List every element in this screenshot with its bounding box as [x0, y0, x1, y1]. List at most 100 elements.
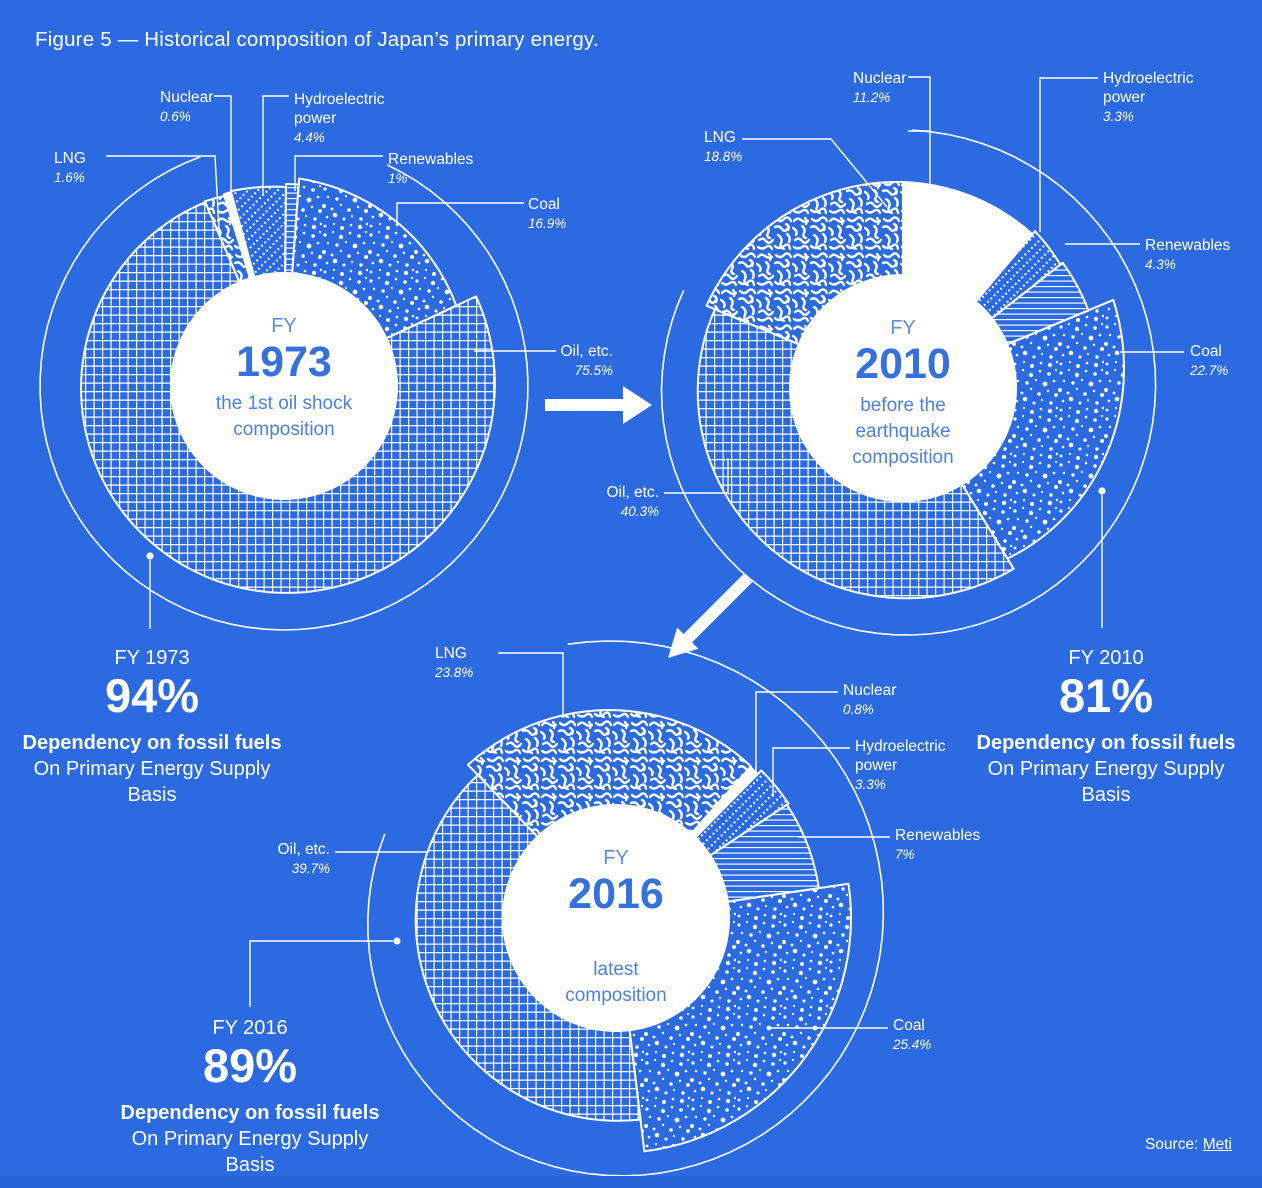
arrow-right-icon — [545, 386, 652, 424]
badge-line: On Primary Energy Supply — [131, 1128, 369, 1150]
label-value: 1.6% — [54, 170, 85, 185]
label-value: 7% — [895, 847, 915, 862]
label-fy1973-oil-etc: Oil, etc. 75.5% — [560, 342, 613, 379]
center-fy-label: FY — [603, 847, 629, 869]
label-name: Oil, etc. — [560, 343, 613, 360]
label-name: LNG — [704, 129, 736, 146]
label-fy2010-lng: LNG 18.8% — [704, 128, 742, 165]
leader-fy2010-hydroelectric-power — [1039, 77, 1098, 232]
label-name: Oil, etc. — [606, 484, 659, 501]
label-value: 39.7% — [291, 861, 330, 876]
arrow-down-left-icon — [668, 573, 753, 658]
source-link[interactable]: Meti — [1202, 1136, 1232, 1153]
outer-arc-fy1973 — [39, 155, 529, 631]
label-name: power — [1103, 89, 1146, 106]
label-fy2010-renewables: Renewables 4.3% — [1145, 236, 1230, 273]
label-value: 0.8% — [843, 702, 874, 717]
badge-fy2010: FY 2010 81% Dependency on fossil fuels On P… — [916, 646, 1262, 808]
figure-title: Figure 5 — Historical composition of Jap… — [35, 28, 599, 51]
label-fy1973-coal: Coal 16.9% — [528, 195, 566, 232]
center-year: 2010 — [855, 340, 951, 388]
label-name: Oil, etc. — [277, 841, 330, 858]
badge-line: Dependency on fossil fuels — [22, 732, 282, 754]
leader-fy1973-nuclear — [214, 95, 232, 197]
badge-percent: 81% — [1058, 669, 1154, 722]
label-value: 40.3% — [620, 504, 659, 519]
center-year: 1973 — [236, 338, 332, 386]
leader-fy1973-lng — [106, 155, 220, 230]
leader-fy2010-oil-etc — [664, 458, 729, 494]
center-subtitle-line: earthquake — [855, 421, 951, 442]
label-value: 3.3% — [855, 777, 886, 792]
label-name: Renewables — [1145, 237, 1231, 254]
center-fy-label: FY — [271, 315, 297, 337]
label-name: Hydroelectric — [855, 738, 946, 755]
outer-arc-fy2010 — [660, 129, 1157, 636]
badge-line: Basis — [1081, 784, 1131, 806]
badge-leader-fy2016 — [249, 940, 393, 1007]
center-subtitle-line: composition — [565, 985, 667, 1006]
leader-fy2016-hydroelectric-power — [772, 747, 850, 797]
label-fy1973-hydroelectric-power: Hydroelectric power 4.4% — [294, 90, 384, 146]
donut-hole-fy1973 — [170, 272, 398, 500]
label-fy1973-nuclear: Nuclear 0.6% — [160, 88, 213, 125]
label-fy1973-lng: LNG 1.6% — [54, 149, 86, 186]
center-year: 2016 — [568, 870, 664, 918]
label-value: 3.3% — [1103, 109, 1134, 124]
label-value: 23.8% — [435, 665, 474, 680]
source-prefix: Source: — [1144, 1136, 1203, 1153]
badge-dot-fy2016 — [393, 937, 401, 945]
label-name: Nuclear — [843, 682, 897, 699]
label-fy2016-oil-etc: Oil, etc. 39.7% — [277, 840, 330, 877]
label-name: power — [855, 757, 898, 774]
label-name: Hydroelectric — [294, 91, 385, 108]
badge-line: On Primary Energy Supply — [987, 758, 1225, 780]
badge-title: FY 2010 — [1068, 647, 1144, 669]
donut-hole-fy2016 — [502, 804, 730, 1032]
label-name: LNG — [54, 150, 86, 167]
label-fy2016-nuclear: Nuclear 0.8% — [843, 681, 896, 718]
label-fy2016-lng: LNG 23.8% — [435, 644, 473, 681]
label-name: Hydroelectric — [1103, 70, 1194, 87]
badge-dot-fy2010 — [1098, 487, 1106, 495]
label-fy2010-hydroelectric-power: Hydroelectric power 3.3% — [1103, 69, 1193, 125]
donut-fy2010 — [696, 181, 1125, 600]
label-fy2016-coal: Coal 25.4% — [893, 1016, 931, 1053]
label-value: 4.4% — [294, 130, 325, 145]
label-value: 25.4% — [893, 1037, 932, 1052]
label-value: 0.6% — [160, 109, 191, 124]
label-name: Coal — [528, 196, 560, 213]
label-name: Nuclear — [853, 70, 907, 87]
label-fy2016-hydroelectric-power: Hydroelectric power 3.3% — [855, 737, 945, 793]
label-value: 16.9% — [528, 216, 567, 231]
label-name: Renewables — [388, 151, 474, 168]
source-note: Source: Meti — [1145, 1136, 1232, 1154]
center-text-fy2010: FY 2010 before the earthquake composition — [788, 318, 1018, 471]
center-subtitle-line: latest — [593, 959, 639, 980]
label-name: Coal — [1190, 343, 1222, 360]
center-subtitle-line: composition — [852, 447, 954, 468]
leader-fy2016-lng — [498, 652, 564, 718]
badge-line: Dependency on fossil fuels — [120, 1102, 380, 1124]
badge-line: Basis — [225, 1154, 275, 1176]
badge-percent: 89% — [202, 1039, 298, 1092]
donut-fy2016 — [414, 709, 852, 1153]
label-value: 75.5% — [574, 363, 613, 378]
transition-arrows — [545, 386, 753, 658]
leader-fy2010-lng — [742, 138, 888, 208]
badge-line: Dependency on fossil fuels — [976, 732, 1236, 754]
leader-fy1973-hydroelectric-power — [262, 95, 289, 196]
outer-arc-fy2016 — [367, 640, 885, 1177]
label-name: power — [294, 110, 337, 127]
leader-fy2010-nuclear — [908, 76, 931, 188]
badge-dot-fy1973 — [146, 552, 154, 560]
center-subtitle-line: the 1st oil shock — [215, 393, 353, 414]
label-fy2010-oil-etc: Oil, etc. 40.3% — [606, 483, 659, 520]
label-name: LNG — [435, 645, 467, 662]
badge-title: FY 1973 — [114, 647, 190, 669]
badge-fy2016: FY 2016 89% Dependency on fossil fuels On P… — [60, 1016, 440, 1178]
center-text-fy1973: FY 1973 the 1st oil shock composition — [169, 316, 399, 443]
donut-fy1973 — [80, 177, 496, 594]
